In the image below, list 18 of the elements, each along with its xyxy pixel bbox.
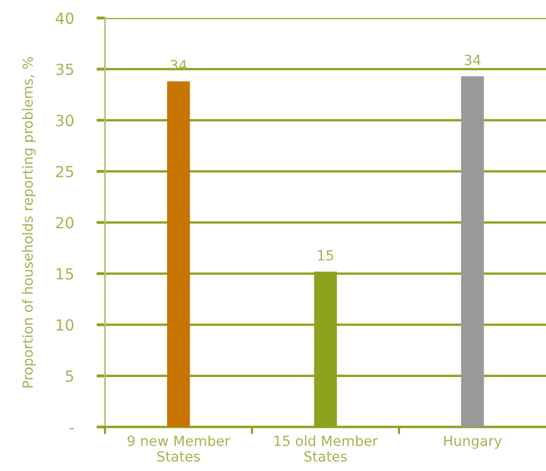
y-tick-label: 20: [56, 216, 74, 229]
data-label: 34: [464, 54, 481, 66]
y-tick-label: 35: [56, 64, 74, 76]
y-axis-title: Proportion of households reporting problems, %: [22, 57, 36, 388]
y-tick-label: 5: [66, 370, 74, 382]
x-tick-label: 9 new Member States: [128, 435, 230, 462]
y-tick-label: -: [70, 428, 74, 430]
bar: [461, 76, 484, 427]
y-tick-label: 30: [56, 114, 74, 126]
bar: [167, 81, 190, 427]
y-tick-label: 15: [56, 268, 74, 280]
data-label: 34: [170, 60, 187, 70]
y-tick-label: 10: [56, 319, 74, 331]
x-tick-label: 15 old Member States: [274, 435, 378, 462]
x-tick-label: Hungary: [444, 436, 502, 449]
y-tick-label: 25: [56, 166, 74, 178]
y-tick-label: 40: [56, 12, 74, 24]
data-label: 15: [318, 250, 334, 261]
